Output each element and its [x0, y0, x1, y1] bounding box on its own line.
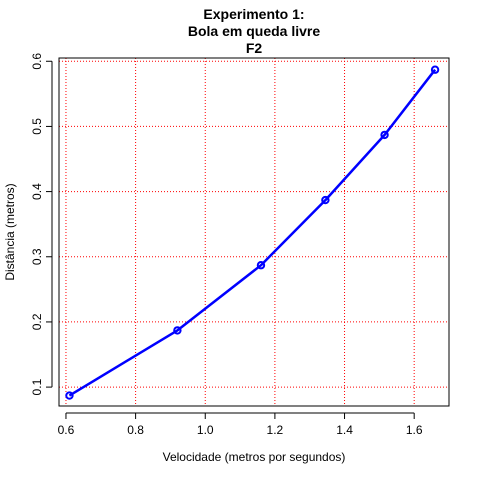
- x-tick-label-3: 1.2: [267, 423, 284, 437]
- x-axis: 0.6 0.8 1.0 1.2 1.4 1.6: [58, 412, 423, 437]
- y-tick-label-2: 0.3: [30, 248, 44, 265]
- data-point-2: [256, 261, 266, 270]
- chart-title-line-1: Experimento 1:: [203, 6, 304, 22]
- chart-title-line-2: Bola em queda livre: [188, 23, 320, 39]
- data-point-3: [321, 195, 330, 205]
- y-tick-label-0: 0.1: [30, 378, 44, 395]
- x-axis-label: Velocidade (metros por segundos): [163, 450, 346, 464]
- x-tick-label-1: 0.8: [127, 423, 144, 437]
- y-tick-label-3: 0.4: [30, 183, 44, 200]
- data-point-0: [65, 391, 74, 400]
- x-tick-label-5: 1.6: [406, 423, 423, 437]
- data-point-5: [430, 65, 440, 74]
- chart-title-line-3: F2: [246, 40, 263, 56]
- data-point-1: [173, 326, 182, 335]
- series-line-0: [68, 68, 437, 397]
- y-axis-label: Distância (metros): [3, 183, 17, 280]
- y-tick-label-4: 0.5: [30, 118, 44, 135]
- y-tick-label-1: 0.2: [30, 313, 44, 330]
- x-tick-label-4: 1.4: [336, 423, 353, 437]
- x-tick-label-2: 1.0: [197, 423, 214, 437]
- data-point-4: [380, 130, 389, 140]
- plot-frame: [58, 57, 450, 407]
- data-series: [65, 65, 440, 400]
- y-tick-label-5: 0.6: [30, 53, 44, 70]
- y-axis: 0.1 0.2 0.3 0.4 0.5 0.6: [30, 53, 53, 395]
- x-tick-label-0: 0.6: [58, 423, 75, 437]
- grid-lines: [59, 58, 449, 406]
